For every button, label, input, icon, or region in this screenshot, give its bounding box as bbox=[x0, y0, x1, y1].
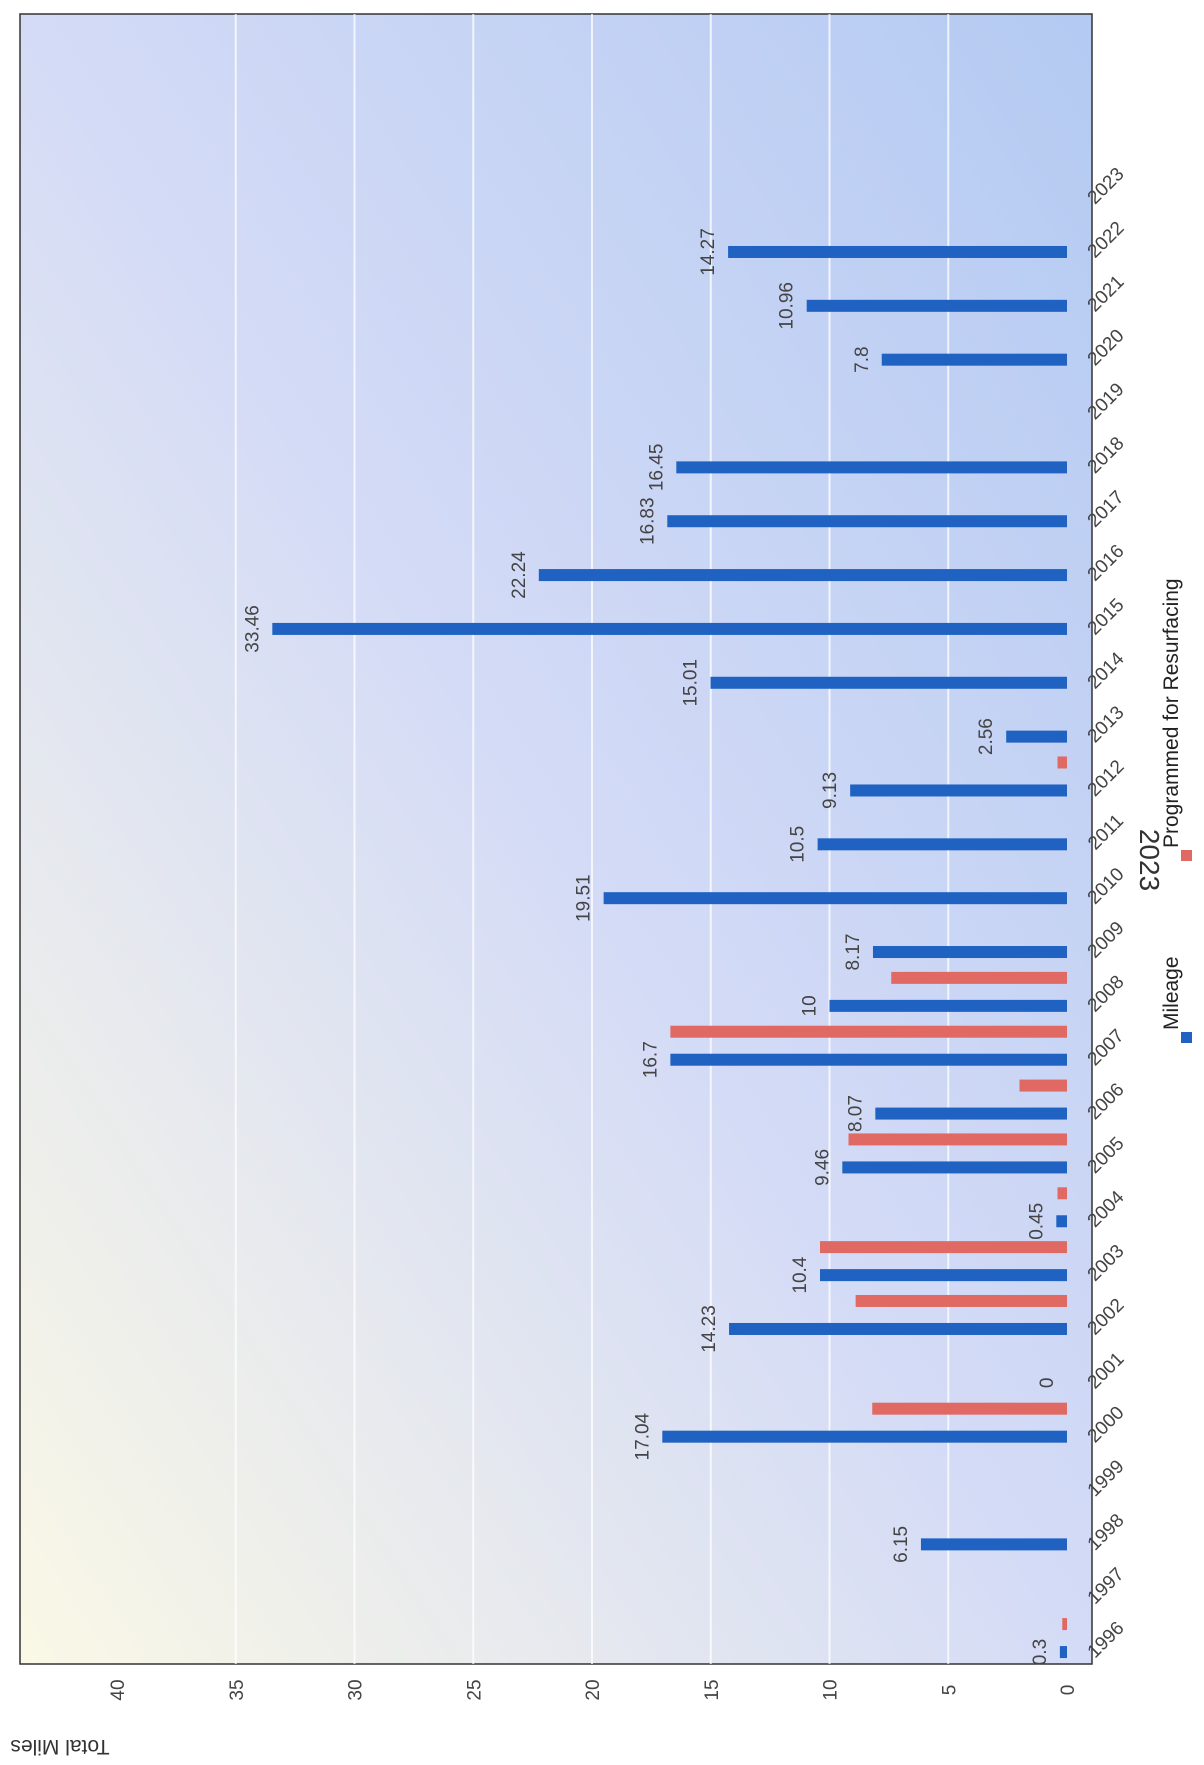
data-label: 15.01 bbox=[681, 659, 702, 707]
bar-programmed bbox=[670, 1025, 1067, 1038]
data-label: 9.46 bbox=[812, 1149, 833, 1186]
data-label: 17.04 bbox=[632, 1412, 653, 1460]
bar-mileage bbox=[676, 461, 1067, 474]
data-label: 16.7 bbox=[640, 1041, 661, 1078]
data-label: 8.17 bbox=[843, 934, 864, 971]
y-tick-label: 20 bbox=[583, 1679, 604, 1700]
data-label: 14.23 bbox=[699, 1305, 720, 1353]
y-tick-label: 35 bbox=[227, 1679, 248, 1700]
bar-mileage bbox=[881, 353, 1067, 366]
y-tick-label: 0 bbox=[1058, 1685, 1079, 1696]
legend: Mileage Programmed for Resurfacing bbox=[1160, 578, 1192, 1043]
data-label: 7.8 bbox=[852, 346, 873, 372]
data-label: 6.15 bbox=[891, 1526, 912, 1563]
bar-mileage bbox=[272, 622, 1067, 635]
data-label: 10.4 bbox=[790, 1256, 811, 1293]
bar-programmed bbox=[1062, 1618, 1067, 1631]
data-label: 9.13 bbox=[820, 772, 841, 809]
bar-programmed bbox=[820, 1241, 1067, 1254]
y-tick-label: 10 bbox=[821, 1679, 842, 1700]
bar-programmed bbox=[848, 1133, 1067, 1146]
data-label: 10.96 bbox=[777, 282, 798, 330]
bar-programmed bbox=[1019, 1079, 1067, 1092]
data-label: 2.56 bbox=[976, 718, 997, 755]
bar-mileage bbox=[820, 1269, 1067, 1282]
data-labels: 0.3 6.15 17.04 0 14.23 10.4 0.45 9.46 8.07 16.7 10… bbox=[242, 228, 1058, 1665]
bar-mileage bbox=[875, 1107, 1067, 1120]
bar-mileage bbox=[872, 946, 1067, 959]
bar-mileage bbox=[670, 1053, 1067, 1066]
data-label: 0.3 bbox=[1030, 1639, 1051, 1665]
bar-mileage bbox=[662, 1430, 1067, 1443]
bar-programmed bbox=[891, 971, 1067, 984]
bar-programmed bbox=[872, 1402, 1067, 1415]
bar-programmed bbox=[855, 1294, 1067, 1307]
data-label: 14.27 bbox=[698, 228, 719, 276]
bar-mileage bbox=[667, 515, 1067, 528]
data-label: 0 bbox=[1037, 1378, 1058, 1389]
data-label: 8.07 bbox=[845, 1095, 866, 1132]
legend-label-mileage: Mileage bbox=[1160, 956, 1183, 1030]
bar-mileage bbox=[806, 299, 1067, 312]
y-tick-label: 5 bbox=[939, 1685, 960, 1696]
bar-mileage bbox=[842, 1161, 1067, 1174]
y-tick-label: 25 bbox=[464, 1679, 485, 1700]
bar-mileage bbox=[538, 569, 1067, 582]
bars bbox=[272, 245, 1067, 1659]
bar-mileage bbox=[850, 784, 1067, 797]
bar-mileage bbox=[729, 1322, 1067, 1335]
bar-mileage bbox=[603, 892, 1067, 905]
bar-mileage bbox=[1006, 730, 1067, 743]
bar-mileage bbox=[829, 999, 1067, 1012]
y-tick-label: 15 bbox=[702, 1679, 723, 1700]
bar-mileage bbox=[1056, 1215, 1067, 1228]
y-tick-label: 40 bbox=[108, 1679, 129, 1700]
legend-label-programmed: Programmed for Resurfacing bbox=[1160, 578, 1183, 848]
bar-mileage bbox=[728, 245, 1067, 258]
bar-mileage bbox=[920, 1538, 1067, 1551]
data-label: 16.45 bbox=[646, 444, 667, 492]
data-label: 10 bbox=[800, 995, 821, 1016]
grid-lines bbox=[234, 14, 950, 1664]
legend-swatch-programmed bbox=[1181, 850, 1192, 861]
data-label: 19.51 bbox=[574, 874, 595, 922]
data-label: 16.83 bbox=[637, 497, 658, 545]
bar-mileage bbox=[1059, 1646, 1067, 1659]
bar-mileage bbox=[817, 838, 1067, 851]
data-label: 33.46 bbox=[242, 605, 263, 653]
chart-title: 2023 bbox=[1134, 829, 1165, 891]
data-label: 10.5 bbox=[788, 826, 809, 863]
bar-mileage bbox=[710, 676, 1067, 689]
data-label: 0.45 bbox=[1026, 1203, 1047, 1240]
bar-programmed bbox=[1057, 1187, 1067, 1200]
data-label: 22.24 bbox=[509, 551, 530, 599]
y-tick-label: 30 bbox=[346, 1679, 367, 1700]
y-axis-title: Total Miles bbox=[10, 1735, 109, 1758]
legend-swatch-mileage bbox=[1181, 1032, 1192, 1043]
y-axis-ticks: 0 5 10 15 20 25 30 35 40 bbox=[108, 1679, 1079, 1700]
bar-programmed bbox=[1057, 756, 1067, 769]
